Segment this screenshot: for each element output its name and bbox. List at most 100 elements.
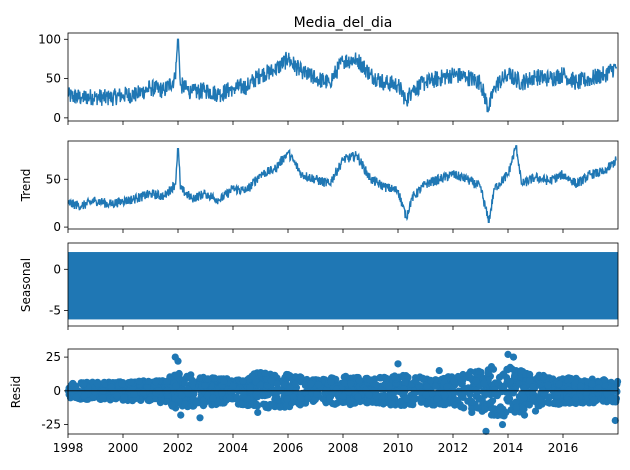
resid-point: [355, 376, 364, 385]
resid-point: [239, 377, 247, 385]
resid-point: [486, 399, 494, 407]
x-tick-label: 2012: [438, 441, 469, 455]
resid-point: [372, 381, 380, 389]
resid-point: [203, 391, 211, 400]
resid-outlier-point: [482, 427, 490, 435]
resid-point: [400, 385, 408, 393]
trend-series-line: [67, 145, 617, 223]
y-tick-label: 100: [38, 32, 61, 46]
resid-point: [458, 392, 466, 400]
resid-point: [397, 397, 405, 405]
resid-point: [297, 394, 305, 402]
resid-point: [481, 405, 489, 414]
resid-point: [172, 371, 181, 379]
resid-point: [262, 403, 270, 411]
x-tick-label: 2016: [548, 441, 579, 455]
resid-point: [93, 380, 101, 388]
resid-point: [433, 395, 441, 403]
resid-outlier-point: [611, 416, 619, 425]
resid-point: [239, 388, 247, 396]
resid-point: [246, 383, 254, 392]
resid-point: [209, 394, 217, 402]
resid-point: [286, 384, 294, 392]
x-tick-label: 2010: [383, 441, 414, 455]
resid-point: [579, 399, 587, 407]
resid-point: [91, 387, 99, 396]
resid-point: [555, 380, 563, 388]
resid-point: [389, 388, 397, 396]
resid-point: [99, 394, 107, 402]
resid-point: [340, 373, 348, 381]
resid-point: [525, 401, 534, 409]
resid-point: [107, 383, 115, 391]
resid-point: [577, 382, 585, 390]
x-tick-label: 2002: [163, 441, 194, 455]
resid-point: [178, 391, 186, 399]
resid-point: [233, 393, 241, 401]
resid-point: [450, 377, 458, 385]
resid-point: [144, 377, 153, 385]
resid-outlier-point: [487, 362, 496, 371]
resid-point: [84, 384, 92, 392]
resid-point: [253, 392, 261, 400]
resid-point: [227, 388, 235, 396]
panel-trend: Trend: [19, 140, 619, 230]
resid-point: [388, 400, 396, 408]
y-tick-label: 50: [46, 72, 61, 86]
resid-point: [509, 389, 517, 397]
x-tick-label: 2014: [493, 441, 524, 455]
resid-point: [296, 401, 304, 409]
resid-point: [473, 404, 481, 412]
resid-point: [513, 403, 521, 411]
resid-point: [475, 367, 483, 375]
resid-point: [261, 369, 269, 377]
panel-seasonal: Seasonal: [19, 242, 619, 327]
resid-point: [567, 374, 575, 383]
resid-point: [322, 386, 331, 394]
resid-point: [583, 388, 591, 396]
resid-point: [590, 396, 598, 404]
resid-point: [201, 381, 209, 389]
resid-point: [186, 374, 194, 382]
resid-point: [385, 382, 393, 390]
resid-point: [273, 380, 281, 388]
seasonal-band: [68, 252, 618, 320]
resid-outlier-point: [254, 408, 262, 417]
resid-plot-area: [64, 350, 622, 435]
resid-point: [326, 394, 334, 402]
resid-point: [379, 400, 387, 408]
resid-point: [544, 381, 552, 389]
observed-plot-area: [67, 38, 618, 113]
resid-point: [495, 373, 504, 381]
resid-point: [520, 384, 528, 392]
trend-frame: [67, 140, 619, 230]
resid-point: [332, 385, 341, 393]
resid-outlier-point: [498, 420, 507, 429]
resid-point: [432, 382, 440, 390]
resid-outlier-point: [284, 371, 292, 379]
resid-point: [600, 376, 608, 384]
resid-point: [130, 390, 138, 398]
resid-outlier-point: [504, 350, 512, 358]
resid-point: [248, 372, 256, 380]
y-tick-label: 0: [53, 262, 61, 276]
resid-point: [412, 377, 420, 385]
x-tick-label: 2004: [218, 441, 249, 455]
resid-point: [145, 396, 154, 404]
resid-point: [291, 380, 299, 388]
resid-outlier-point: [520, 411, 529, 419]
resid-point: [451, 401, 459, 409]
resid-point: [505, 394, 513, 402]
resid-point: [288, 399, 296, 407]
resid-point: [482, 390, 490, 398]
resid-point: [172, 382, 180, 390]
resid-point: [484, 369, 492, 377]
y-tick-label: 50: [46, 172, 61, 186]
resid-point: [313, 390, 321, 398]
resid-outlier-point: [394, 360, 402, 368]
resid-point: [475, 394, 483, 402]
resid-point: [303, 394, 312, 402]
resid-point: [466, 390, 474, 399]
x-tick-label: 1998: [53, 441, 84, 455]
resid-outlier-point: [531, 407, 540, 415]
